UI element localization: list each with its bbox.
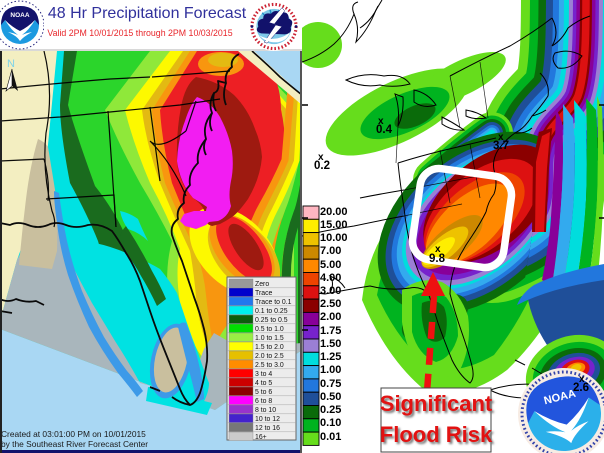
svg-text:1.5 to 2.0: 1.5 to 2.0 xyxy=(255,344,284,351)
svg-text:5.00: 5.00 xyxy=(320,259,341,271)
svg-text:N: N xyxy=(7,58,15,70)
svg-text:0.10: 0.10 xyxy=(320,417,341,429)
svg-text:8 to 10: 8 to 10 xyxy=(255,407,276,414)
svg-text:4 to 5: 4 to 5 xyxy=(255,380,272,387)
svg-text:Created at 03:01:00 PM on 10/0: Created at 03:01:00 PM on 10/01/2015 xyxy=(1,429,146,439)
svg-text:Significant: Significant xyxy=(380,391,493,416)
svg-text:Trace: Trace xyxy=(255,290,273,297)
svg-text:20.00: 20.00 xyxy=(320,206,348,218)
svg-text:2.50: 2.50 xyxy=(320,298,341,310)
svg-text:16+: 16+ xyxy=(255,434,267,441)
svg-text:1.75: 1.75 xyxy=(320,325,341,337)
svg-text:10.00: 10.00 xyxy=(320,232,348,244)
svg-text:x: x xyxy=(435,244,441,255)
svg-text:Flood Risk: Flood Risk xyxy=(380,422,493,447)
svg-text:5 to 6: 5 to 6 xyxy=(255,389,272,396)
svg-text:3 to 4: 3 to 4 xyxy=(255,371,272,378)
svg-text:7.00: 7.00 xyxy=(320,245,341,257)
svg-text:3.00: 3.00 xyxy=(320,285,341,297)
svg-text:x: x xyxy=(318,152,324,163)
svg-text:0.01: 0.01 xyxy=(320,431,341,443)
svg-text:2.0 to 2.5: 2.0 to 2.5 xyxy=(255,353,284,360)
svg-text:0.25: 0.25 xyxy=(320,404,341,416)
svg-text:0.1 to 0.25: 0.1 to 0.25 xyxy=(255,308,288,315)
svg-text:Zero: Zero xyxy=(255,281,269,288)
svg-text:6 to 8: 6 to 8 xyxy=(255,398,272,405)
svg-text:3.7: 3.7 xyxy=(493,140,509,152)
svg-text:1.25: 1.25 xyxy=(320,351,341,363)
svg-text:x: x xyxy=(498,132,504,143)
svg-text:2.5 to 3.0: 2.5 to 3.0 xyxy=(255,362,284,369)
svg-text:0.4: 0.4 xyxy=(376,124,393,136)
svg-text:1.50: 1.50 xyxy=(320,338,341,350)
svg-text:Trace to 0.1: Trace to 0.1 xyxy=(255,299,292,306)
svg-text:1.0 to 1.5: 1.0 to 1.5 xyxy=(255,335,284,342)
svg-text:0.25 to 0.5: 0.25 to 0.5 xyxy=(255,317,288,324)
svg-text:0.50: 0.50 xyxy=(320,391,341,403)
svg-text:2.6: 2.6 xyxy=(573,382,589,394)
svg-text:2.00: 2.00 xyxy=(320,311,341,323)
svg-text:1.00: 1.00 xyxy=(320,364,341,376)
svg-text:0.75: 0.75 xyxy=(320,378,341,390)
svg-text:x: x xyxy=(378,116,384,127)
svg-text:x: x xyxy=(579,374,585,385)
svg-text:10 to 12: 10 to 12 xyxy=(255,416,280,423)
svg-text:NOAA: NOAA xyxy=(10,12,29,19)
svg-text:by the Southeast River Forecas: by the Southeast River Forecast Center xyxy=(1,439,148,449)
svg-text:15.00: 15.00 xyxy=(320,219,348,231)
svg-text:0.2: 0.2 xyxy=(314,160,330,172)
svg-text:4.00: 4.00 xyxy=(320,272,341,284)
svg-text:12 to 16: 12 to 16 xyxy=(255,425,280,432)
svg-text:0.5 to 1.0: 0.5 to 1.0 xyxy=(255,326,284,333)
svg-text:9.8: 9.8 xyxy=(429,253,446,265)
